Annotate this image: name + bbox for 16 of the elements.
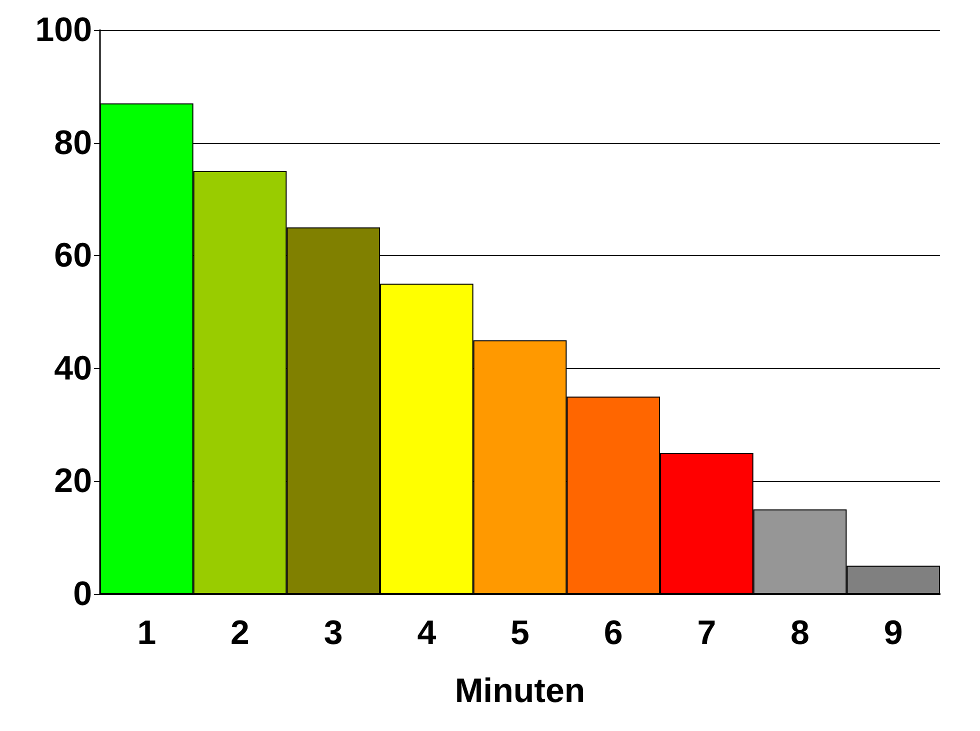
x-tick-label: 2: [230, 614, 250, 652]
y-tick-label: 0: [73, 575, 92, 613]
y-tick-label: 100: [35, 11, 92, 49]
x-tick-label: 8: [790, 614, 810, 652]
x-tick-label: 7: [697, 614, 716, 652]
x-axis-title: Minuten: [454, 672, 586, 710]
x-tick-label: 6: [604, 614, 623, 652]
y-tick-label: 80: [54, 124, 92, 162]
x-tick-label: 5: [510, 614, 530, 652]
y-tick-label: 60: [54, 236, 92, 275]
y-tick-label: 20: [54, 462, 92, 500]
y-tick-label: 40: [54, 349, 92, 388]
x-tick-label: 1: [137, 614, 156, 652]
x-tick-label: 4: [417, 614, 436, 652]
x-tick-label: 3: [324, 614, 343, 652]
x-tick-label: 9: [884, 614, 903, 652]
